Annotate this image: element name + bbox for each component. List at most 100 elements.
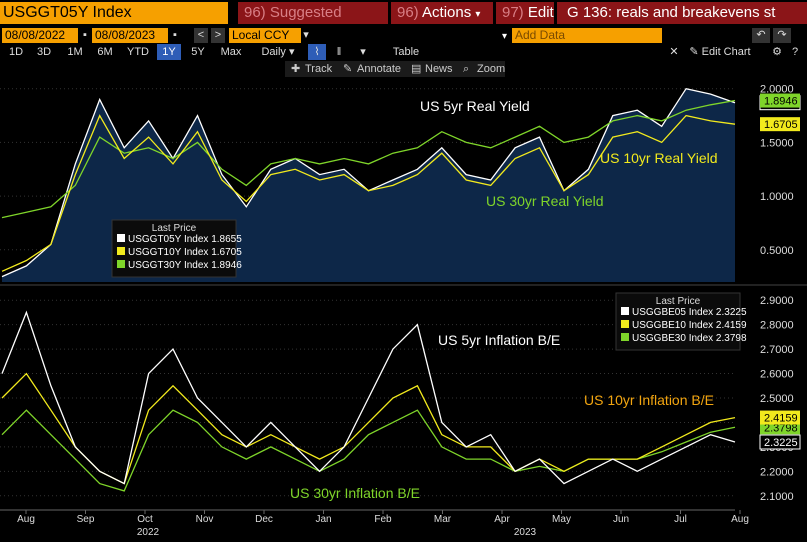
edit-chart-button[interactable]: ✎ Edit Chart bbox=[684, 44, 756, 60]
bar-chart-icon[interactable]: ‖ bbox=[336, 46, 342, 58]
y-tick-label: 1.0000 bbox=[760, 191, 794, 203]
calendar-icon[interactable]: ▪ bbox=[80, 28, 90, 43]
last-value-label: 2.4159 bbox=[764, 413, 798, 425]
chart-title: G 136: reals and breakevens st bbox=[557, 2, 807, 24]
x-year-label: 2022 bbox=[137, 527, 160, 538]
add-data-input[interactable]: Add Data bbox=[512, 28, 662, 43]
edit-button[interactable]: 97) Edit ▾ bbox=[496, 2, 554, 42]
last-value-label: 1.6705 bbox=[764, 119, 798, 131]
x-tick-label: Jul bbox=[674, 514, 687, 525]
ticker-field[interactable]: USGGT05Y Index bbox=[0, 2, 228, 24]
last-value-label: 2.3225 bbox=[764, 437, 798, 449]
period-ytd[interactable]: YTD bbox=[127, 46, 149, 58]
series-annotation: US 10yr Real Yield bbox=[600, 150, 718, 166]
edit-chart-icon: ✎ bbox=[689, 46, 699, 58]
y-tick-label: 2.5000 bbox=[760, 393, 794, 405]
x-tick-label: Aug bbox=[731, 514, 749, 525]
legend-swatch bbox=[621, 307, 629, 315]
actions-caret-icon: ▾ bbox=[475, 9, 481, 20]
annotate-icon[interactable]: ✎ bbox=[343, 63, 353, 75]
legend-title: Last Price bbox=[152, 223, 197, 234]
y-tick-label: 2.1000 bbox=[760, 491, 794, 503]
next-arrow-icon[interactable]: > bbox=[211, 28, 225, 43]
x-tick-label: Dec bbox=[255, 514, 273, 525]
help-icon[interactable]: ? bbox=[791, 46, 799, 58]
legend-swatch bbox=[621, 320, 629, 328]
x-tick-label: Apr bbox=[494, 514, 510, 525]
legend-swatch bbox=[621, 333, 629, 341]
x-tick-label: Jan bbox=[315, 514, 331, 525]
last-value-badge bbox=[760, 93, 800, 108]
legend-swatch bbox=[117, 234, 125, 242]
x-tick-label: Jun bbox=[613, 514, 629, 525]
period-3d[interactable]: 3D bbox=[36, 46, 52, 58]
y-tick-label: 0.5000 bbox=[760, 245, 794, 257]
period-1m[interactable]: 1M bbox=[67, 46, 83, 58]
start-date-input[interactable]: 08/08/2022 bbox=[2, 28, 78, 43]
x-tick-label: Nov bbox=[196, 514, 214, 525]
legend-entry: USGGT30Y Index 1.8946 bbox=[128, 260, 242, 271]
legend-swatch bbox=[117, 247, 125, 255]
zoom-icon[interactable]: ⌕ bbox=[463, 63, 470, 75]
y-tick-label: 2.0000 bbox=[760, 84, 794, 96]
legend-swatch bbox=[117, 260, 125, 268]
maximize-icon[interactable]: ✕ bbox=[669, 46, 679, 58]
y-tick-label: 1.5000 bbox=[760, 137, 794, 149]
news-icon[interactable]: ▤ bbox=[411, 63, 422, 75]
track-icon[interactable]: ✚ bbox=[291, 63, 301, 75]
period-1y[interactable]: 1Y bbox=[157, 44, 181, 60]
frequency-caret-icon: ▾ bbox=[288, 46, 295, 58]
prev-arrow-icon[interactable]: < bbox=[194, 28, 208, 43]
legend-title: Last Price bbox=[656, 296, 701, 307]
series-annotation: US 10yr Inflation B/E bbox=[584, 392, 714, 408]
real-yield-panel: 2.00001.50001.00000.50001.86551.89461.67… bbox=[0, 78, 801, 282]
zoom-button[interactable]: Zoom bbox=[477, 63, 506, 75]
undo-icon[interactable]: ↶ bbox=[752, 28, 770, 43]
table-button[interactable]: Table bbox=[392, 46, 420, 58]
actions-button[interactable]: 96) Actions ▾ bbox=[391, 2, 493, 24]
suggested-num: 96) bbox=[244, 4, 266, 21]
series-line bbox=[1, 99, 736, 219]
x-tick-label: May bbox=[552, 514, 571, 525]
series-annotation: US 5yr Real Yield bbox=[420, 98, 530, 114]
series-annotation: US 5yr Inflation B/E bbox=[438, 332, 560, 348]
period-6m[interactable]: 6M bbox=[97, 46, 113, 58]
legend-entry: USGGT10Y Index 1.6705 bbox=[128, 247, 242, 258]
line-chart-icon[interactable]: ⌇ bbox=[308, 44, 326, 60]
chart-type-caret-icon[interactable]: ▾ bbox=[360, 46, 366, 58]
date-range-bar: 08/08/2022 ▪ 08/08/2023 ▪ < > Local CCY … bbox=[0, 27, 807, 44]
breakeven-panel: 2.90002.80002.70002.60002.50002.40002.30… bbox=[0, 284, 807, 508]
period-1d[interactable]: 1D bbox=[8, 46, 24, 58]
currency-select[interactable]: Local CCY bbox=[229, 28, 301, 43]
edit-label: Edit bbox=[527, 4, 554, 21]
legend-entry: USGGBE10 Index 2.4159 bbox=[632, 320, 747, 331]
end-date-input[interactable]: 08/08/2023 bbox=[92, 28, 168, 43]
top-toolbar: USGGT05Y Index 96) Suggested Charts 96) … bbox=[0, 0, 807, 43]
edit-caret-icon: ▾ bbox=[502, 31, 508, 42]
x-tick-label: Sep bbox=[77, 514, 95, 525]
last-value-badge bbox=[760, 410, 800, 425]
last-value-label: 2.3798 bbox=[764, 422, 798, 434]
x-axis: Aug Sep Oct Nov Dec Jan Feb Mar Apr May Jun Jul Aug 2… bbox=[0, 509, 749, 538]
x-tick-label: Aug bbox=[17, 514, 35, 525]
frequency-select[interactable]: Daily ▾ bbox=[252, 44, 304, 60]
period-max[interactable]: Max bbox=[220, 46, 242, 58]
suggested-charts-button[interactable]: 96) Suggested Charts bbox=[238, 2, 388, 43]
news-button[interactable]: News bbox=[425, 63, 453, 75]
settings-gear-icon[interactable]: ⚙ bbox=[772, 46, 782, 58]
frequency-label: Daily bbox=[261, 46, 286, 58]
period-5y[interactable]: 5Y bbox=[191, 46, 205, 58]
y-tick-label: 2.6000 bbox=[760, 369, 794, 381]
period-bar: 1D 3D 1M 6M YTD 1Y 5Y Max Daily ▾ ⌇ ‖ ▾ … bbox=[0, 44, 807, 60]
chart-area[interactable]: 2.00001.50001.00000.50001.86551.89461.67… bbox=[0, 78, 807, 542]
currency-caret-icon[interactable]: ▾ bbox=[301, 28, 311, 43]
actions-label: Actions bbox=[422, 4, 472, 21]
track-button[interactable]: Track bbox=[305, 63, 333, 75]
legend-box bbox=[111, 219, 237, 278]
redo-icon[interactable]: ↷ bbox=[773, 28, 791, 43]
x-tick-label: Mar bbox=[434, 514, 452, 525]
calendar-icon[interactable]: ▪ bbox=[170, 28, 180, 43]
legend-entry: USGGBE05 Index 2.3225 bbox=[632, 307, 747, 318]
annotate-button[interactable]: Annotate bbox=[357, 63, 402, 75]
chart-tools-bar: ✚ Track ✎ Annotate ▤ News ⌕ Zoom bbox=[285, 61, 505, 77]
